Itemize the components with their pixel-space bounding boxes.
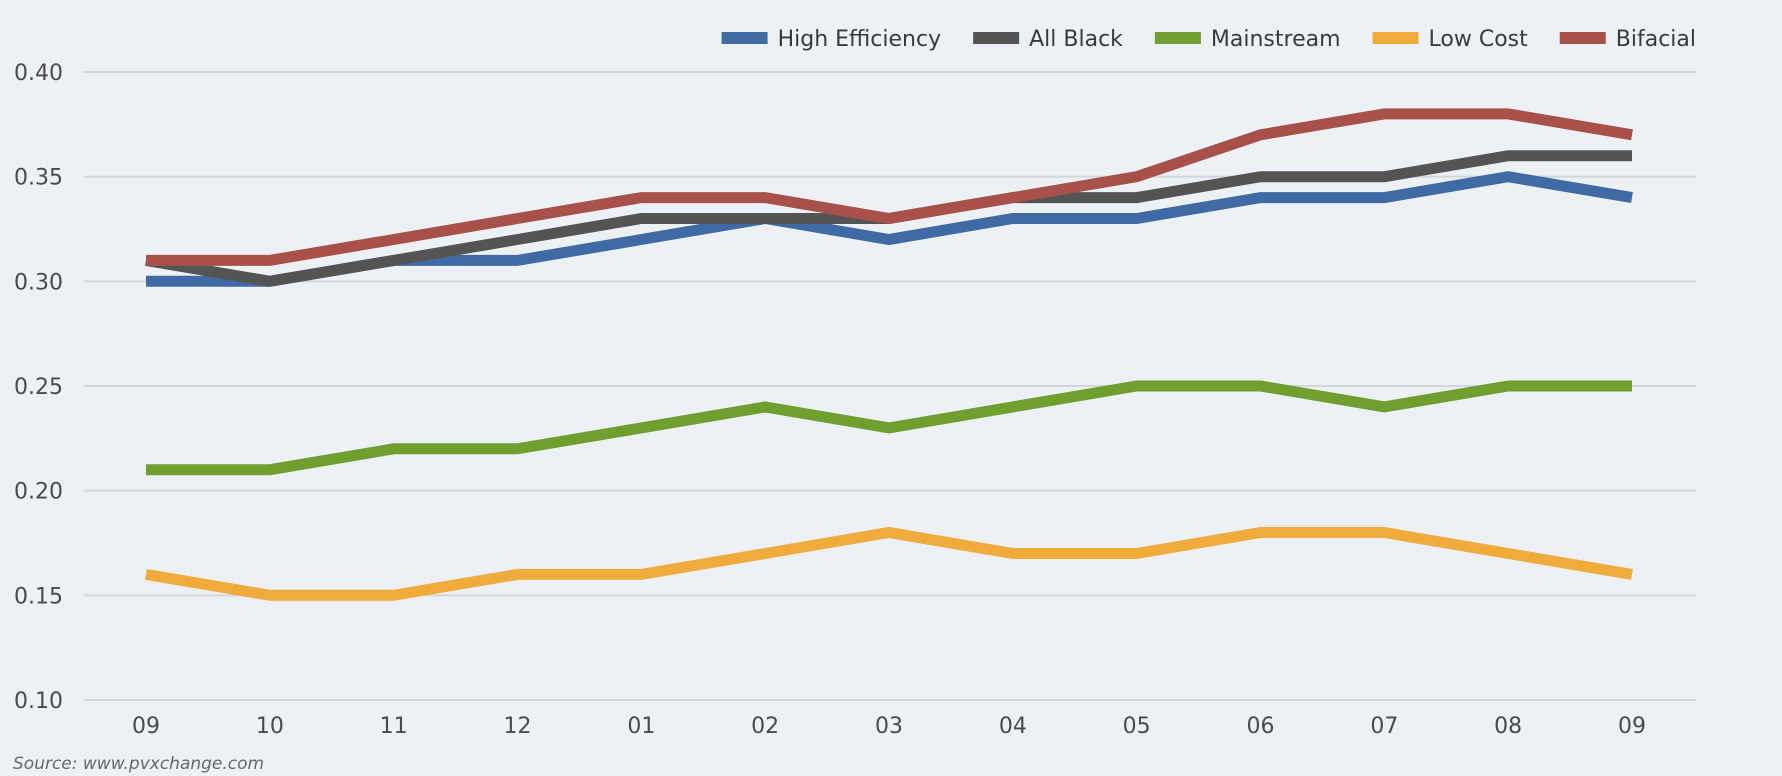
legend[interactable]: High Efficiency All Black Mainstream Low Co…: [721, 27, 1696, 52]
legend-item-low-cost[interactable]: Low Cost: [1372, 27, 1529, 52]
y-tick-label: 0.40: [14, 61, 63, 86]
x-tick-label: 01: [627, 714, 655, 739]
series-line-low-cost[interactable]: [145, 526, 1633, 601]
x-tick-label: 02: [751, 714, 779, 739]
x-axis: 09 10 11 12 01 02 03 04 05 06 07 08 09: [132, 714, 1646, 739]
legend-label: Bifacial: [1616, 27, 1696, 52]
legend-item-bifacial[interactable]: Bifacial: [1559, 27, 1696, 52]
x-tick-label: 07: [1370, 714, 1398, 739]
y-axis: 0.40 0.35 0.30 0.25 0.20 0.15 0.10: [14, 61, 63, 714]
source-note: Source: www.pvxchange.com: [13, 754, 265, 774]
x-tick-label: 10: [256, 714, 284, 739]
legend-swatch: [1372, 32, 1419, 44]
x-tick-label: 09: [1618, 714, 1646, 739]
legend-label: High Efficiency: [778, 27, 942, 52]
legend-label: Mainstream: [1211, 27, 1341, 52]
legend-label: Low Cost: [1429, 27, 1529, 52]
x-tick-label: 06: [1247, 714, 1275, 739]
y-tick-label: 0.25: [14, 375, 63, 400]
x-tick-label: 12: [504, 714, 532, 739]
series-line-bifacial[interactable]: [146, 108, 1633, 266]
x-tick-label: 04: [999, 714, 1027, 739]
legend-item-high-efficiency[interactable]: High Efficiency: [721, 27, 942, 52]
legend-swatch: [1154, 32, 1201, 44]
series-line-mainstream[interactable]: [146, 380, 1632, 476]
x-tick-label: 05: [1123, 714, 1151, 739]
legend-swatch: [1559, 32, 1606, 44]
x-tick-label: 11: [380, 714, 408, 739]
y-tick-label: 0.10: [14, 689, 63, 714]
x-tick-label: 08: [1494, 714, 1522, 739]
legend-label: All Black: [1029, 27, 1123, 52]
series-lines: [145, 108, 1633, 601]
legend-item-mainstream[interactable]: Mainstream: [1154, 27, 1341, 52]
legend-swatch: [973, 32, 1020, 44]
legend-item-all-black[interactable]: All Black: [973, 27, 1123, 52]
x-tick-label: 03: [875, 714, 903, 739]
y-tick-label: 0.20: [14, 480, 63, 505]
x-tick-label: 09: [132, 714, 160, 739]
y-tick-label: 0.15: [14, 584, 63, 609]
legend-swatch: [721, 32, 768, 44]
y-tick-label: 0.30: [14, 270, 63, 295]
y-tick-label: 0.35: [14, 166, 63, 191]
